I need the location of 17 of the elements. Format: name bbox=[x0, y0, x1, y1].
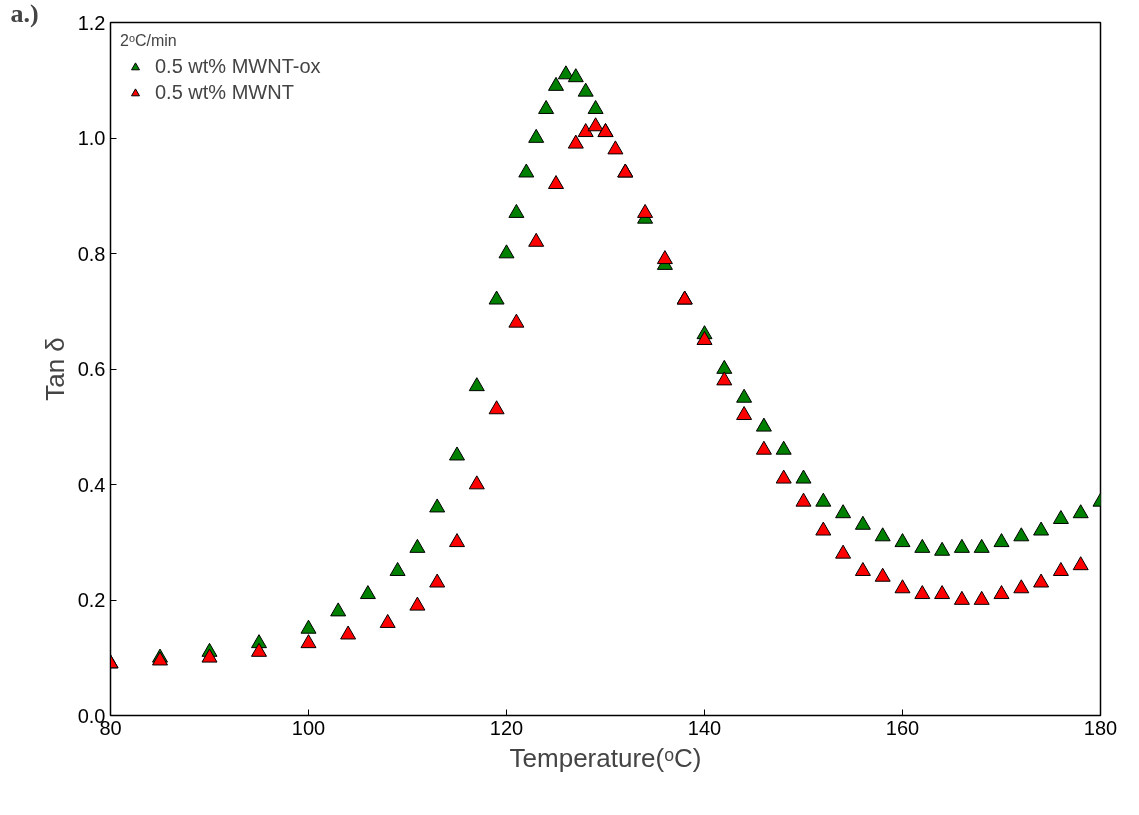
text: a.) bbox=[10, 0, 39, 28]
x-tick-label: 120 bbox=[489, 716, 524, 739]
x-tick-label: 140 bbox=[687, 716, 722, 739]
y-tick-label: 0.8 bbox=[77, 242, 106, 265]
x-tick-label: 180 bbox=[1083, 716, 1118, 739]
legend-title: 2ᵒC/min bbox=[120, 32, 178, 50]
y-tick-label: 1.2 bbox=[77, 11, 106, 34]
y-axis-title: Tan δ bbox=[39, 337, 70, 401]
y-tick-label: 0.4 bbox=[77, 473, 106, 496]
x-tick-label: 100 bbox=[291, 716, 326, 739]
legend-label: 0.5 wt% MWNT bbox=[155, 81, 294, 104]
x-tick-label: 160 bbox=[885, 716, 920, 739]
y-tick-label: 1.0 bbox=[77, 127, 106, 149]
y-tick-label: 0.2 bbox=[77, 589, 106, 611]
legend-label: 0.5 wt% MWNT-ox bbox=[155, 55, 321, 78]
x-axis-title: Temperature(ᵒC) bbox=[509, 742, 702, 773]
y-tick-label: 0.6 bbox=[77, 358, 106, 380]
